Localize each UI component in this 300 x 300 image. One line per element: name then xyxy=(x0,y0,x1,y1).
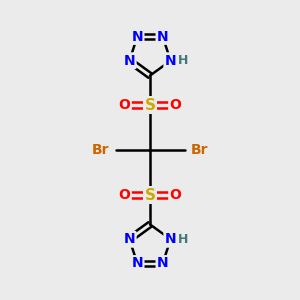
Text: O: O xyxy=(169,98,181,112)
Text: N: N xyxy=(157,256,169,271)
Text: H: H xyxy=(178,54,188,67)
Text: O: O xyxy=(118,98,130,112)
Text: O: O xyxy=(118,188,130,202)
Text: N: N xyxy=(124,54,135,68)
Text: N: N xyxy=(124,232,135,246)
Text: H: H xyxy=(178,233,188,246)
Text: S: S xyxy=(145,98,155,112)
Text: N: N xyxy=(165,232,176,246)
Text: Br: Br xyxy=(191,143,208,157)
Text: S: S xyxy=(145,188,155,202)
Text: N: N xyxy=(157,29,169,44)
Text: O: O xyxy=(169,188,181,202)
Text: Br: Br xyxy=(92,143,109,157)
Text: N: N xyxy=(165,54,176,68)
Text: N: N xyxy=(131,29,143,44)
Text: N: N xyxy=(131,256,143,271)
